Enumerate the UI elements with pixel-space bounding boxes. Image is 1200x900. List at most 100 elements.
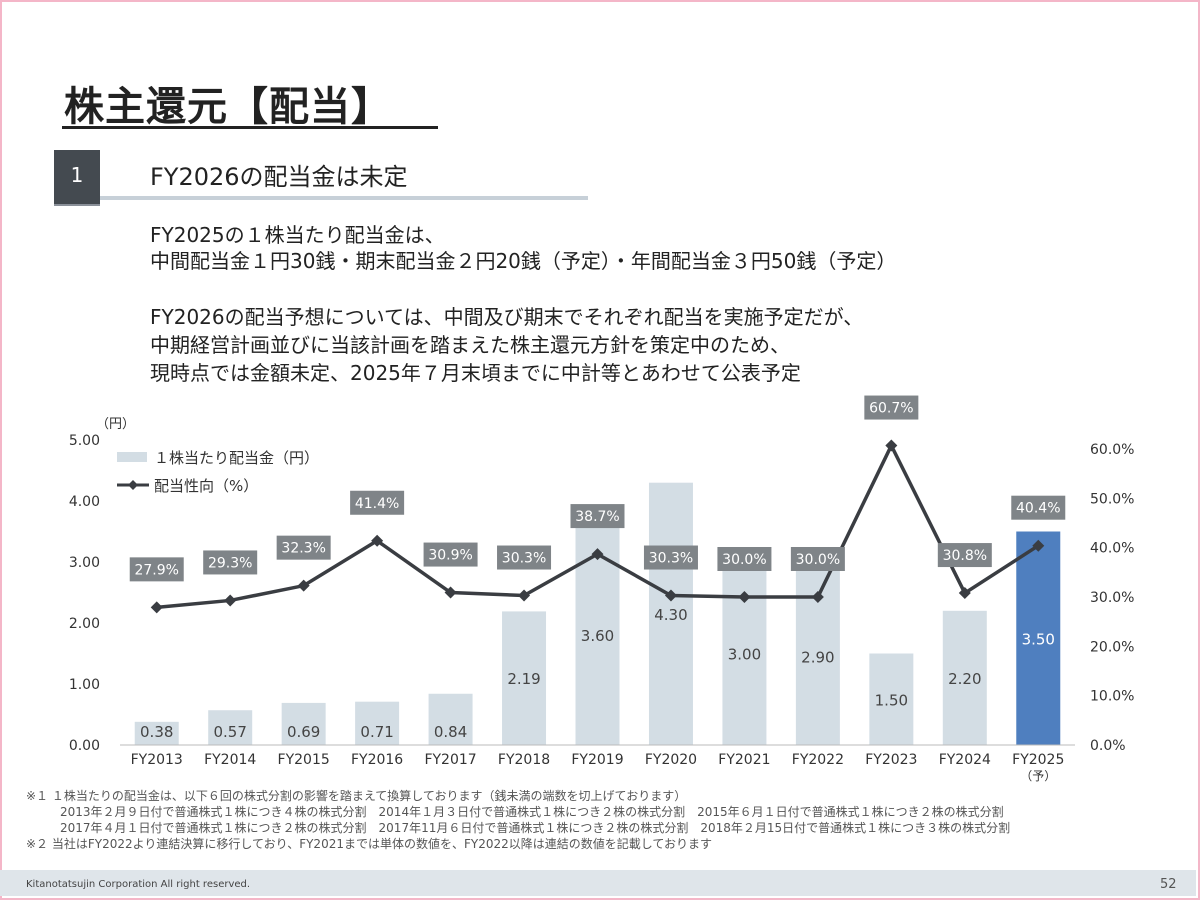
payout-ratio-marker (297, 579, 310, 592)
payout-ratio-label-box (129, 557, 184, 582)
body-line-3: FY2026の配当予想については、中間及び期末でそれぞれ配当を実施予定だが、 (150, 305, 864, 329)
y-left-tick-label: 3.00 (69, 555, 100, 571)
x-tick-label: FY2016 (351, 752, 403, 768)
dividend-bar-label: 2.90 (801, 649, 834, 667)
payout-ratio-label: 30.3% (502, 551, 546, 567)
payout-ratio-marker (224, 594, 237, 607)
payout-ratio-label-box (1011, 495, 1066, 520)
y-right-tick-label: 50.0% (1090, 491, 1134, 507)
payout-ratio-label-box (350, 490, 405, 515)
y-left-tick-label: 1.00 (69, 677, 100, 693)
x-tick-label: FY2013 (131, 752, 183, 768)
payout-ratio-label: 40.4% (1016, 501, 1060, 517)
legend-line-label: 配当性向（%） (154, 477, 258, 495)
payout-ratio-label-box (864, 395, 919, 420)
section-heading: FY2026の配当金は未定 (150, 163, 408, 191)
payout-ratio-marker (591, 548, 604, 561)
body-line-4: 中期経営計画並びに当該計画を踏まえた株主還元方針を策定中のため、 (150, 333, 790, 357)
section-rule (100, 196, 588, 200)
dividend-bar-label: 3.60 (581, 627, 614, 645)
payout-ratio-label-box (423, 542, 478, 567)
payout-ratio-label: 41.4% (355, 496, 399, 512)
dividend-bar (428, 693, 473, 745)
dividend-bar-label: 0.57 (213, 723, 246, 741)
dividend-bar-label: 0.84 (434, 723, 467, 741)
dividend-bar (281, 702, 326, 745)
footnote-1: ※１ １株当たりの配当金は、以下６回の株式分割の影響を踏まえて換算しております（… (26, 789, 687, 803)
dividend-bar (502, 611, 547, 745)
payout-ratio-label-box (203, 550, 258, 575)
payout-ratio-label: 30.9% (428, 548, 472, 564)
x-tick-label: FY2019 (571, 752, 623, 768)
dividend-bar-label: 4.30 (654, 606, 687, 624)
body-line-2: 中間配当金１円30銭・期末配当金２円20銭（予定）・年間配当金３円50銭（予定） (150, 249, 897, 273)
x-tick-label: FY2023 (865, 752, 917, 768)
dividend-bar-label: 1.50 (875, 691, 908, 709)
y-left-unit-label: （円） (96, 417, 135, 432)
payout-ratio-label-box (790, 547, 845, 571)
payout-ratio-label: 30.0% (722, 552, 766, 568)
y-left-tick-label: 0.00 (69, 738, 100, 754)
payout-ratio-label-box (497, 545, 552, 570)
x-tick-label: FY2020 (645, 752, 697, 768)
y-left-tick-label: 2.00 (69, 616, 100, 632)
payout-ratio-label: 30.8% (943, 548, 987, 564)
footnotes: ※１ １株当たりの配当金は、以下６回の株式分割の影響を踏まえて換算しております（… (26, 788, 1010, 852)
footnote-1-detail-1: 2013年２月９日付で普通株式１株につき４株の株式分割 2014年１月３日付で普… (60, 805, 1004, 819)
payout-ratio-label: 30.0% (796, 552, 840, 568)
y-right-tick-label: 20.0% (1090, 639, 1134, 655)
payout-ratio-marker (958, 587, 971, 600)
dividend-bar-label: 0.71 (360, 723, 393, 741)
dividend-bar-label: 3.50 (1022, 630, 1055, 648)
payout-ratio-marker (664, 589, 677, 602)
page-title: 株主還元【配当】 (64, 84, 392, 130)
x-tick-label: FY2015 (278, 752, 330, 768)
dividend-bar (355, 701, 400, 745)
dividend-bar (648, 482, 693, 745)
payout-ratio-label: 30.3% (649, 551, 693, 567)
y-left-tick-label: 5.00 (69, 433, 100, 449)
legend-line-marker (128, 480, 138, 490)
payout-ratio-marker (518, 589, 531, 602)
footer-bar (0, 870, 1196, 896)
x-tick-sublabel: （予） (1020, 769, 1056, 783)
payout-ratio-marker (738, 591, 751, 603)
dividend-bar-label: 2.20 (948, 670, 981, 688)
payout-ratio-label-box (570, 504, 625, 529)
legend-bar-label: １株当たり配当金（円） (154, 449, 319, 467)
y-right-tick-label: 60.0% (1090, 442, 1134, 458)
title-underline (62, 126, 438, 129)
y-left-tick-label: 4.00 (69, 494, 100, 510)
dividend-bar-label: 0.38 (140, 723, 173, 741)
x-tick-label: FY2024 (939, 752, 991, 768)
x-tick-label: FY2022 (792, 752, 844, 768)
dividend-bar-label: 3.00 (728, 646, 761, 664)
section-number: 1 (54, 150, 100, 204)
y-right-tick-label: 0.0% (1090, 738, 1126, 754)
y-right-tick-label: 40.0% (1090, 541, 1134, 557)
body-line-5: 現時点では金額未定、2025年７月末頃までに中計等とあわせて公表予定 (150, 361, 801, 385)
x-tick-label: FY2018 (498, 752, 550, 768)
payout-ratio-label-box (276, 535, 331, 560)
footnote-2: ※２ 当社はFY2022より連結決算に移行しており、FY2021までは単体の数値… (26, 837, 713, 851)
payout-ratio-marker (811, 591, 824, 603)
dividend-bar (942, 610, 987, 745)
payout-ratio-marker (444, 586, 457, 599)
y-right-tick-label: 10.0% (1090, 689, 1134, 705)
dividend-bar-label: 2.19 (507, 670, 540, 688)
payout-ratio-marker (150, 601, 163, 614)
dividend-bar-label: 0.69 (287, 723, 320, 741)
x-tick-label: FY2014 (204, 752, 256, 768)
y-right-tick-label: 30.0% (1090, 590, 1134, 606)
x-tick-label: FY2025 (1012, 752, 1064, 768)
payout-ratio-marker (1032, 539, 1045, 552)
payout-ratio-label: 27.9% (134, 562, 178, 578)
page-number: 52 (1160, 877, 1177, 892)
dividend-bar (1016, 531, 1061, 745)
payout-ratio-marker (371, 534, 384, 547)
legend: １株当たり配当金（円） 配当性向（%） (117, 449, 319, 495)
payout-ratio-label: 29.3% (208, 555, 252, 571)
x-tick-label: FY2017 (424, 752, 476, 768)
payout-ratio-label: 60.7% (869, 401, 913, 417)
